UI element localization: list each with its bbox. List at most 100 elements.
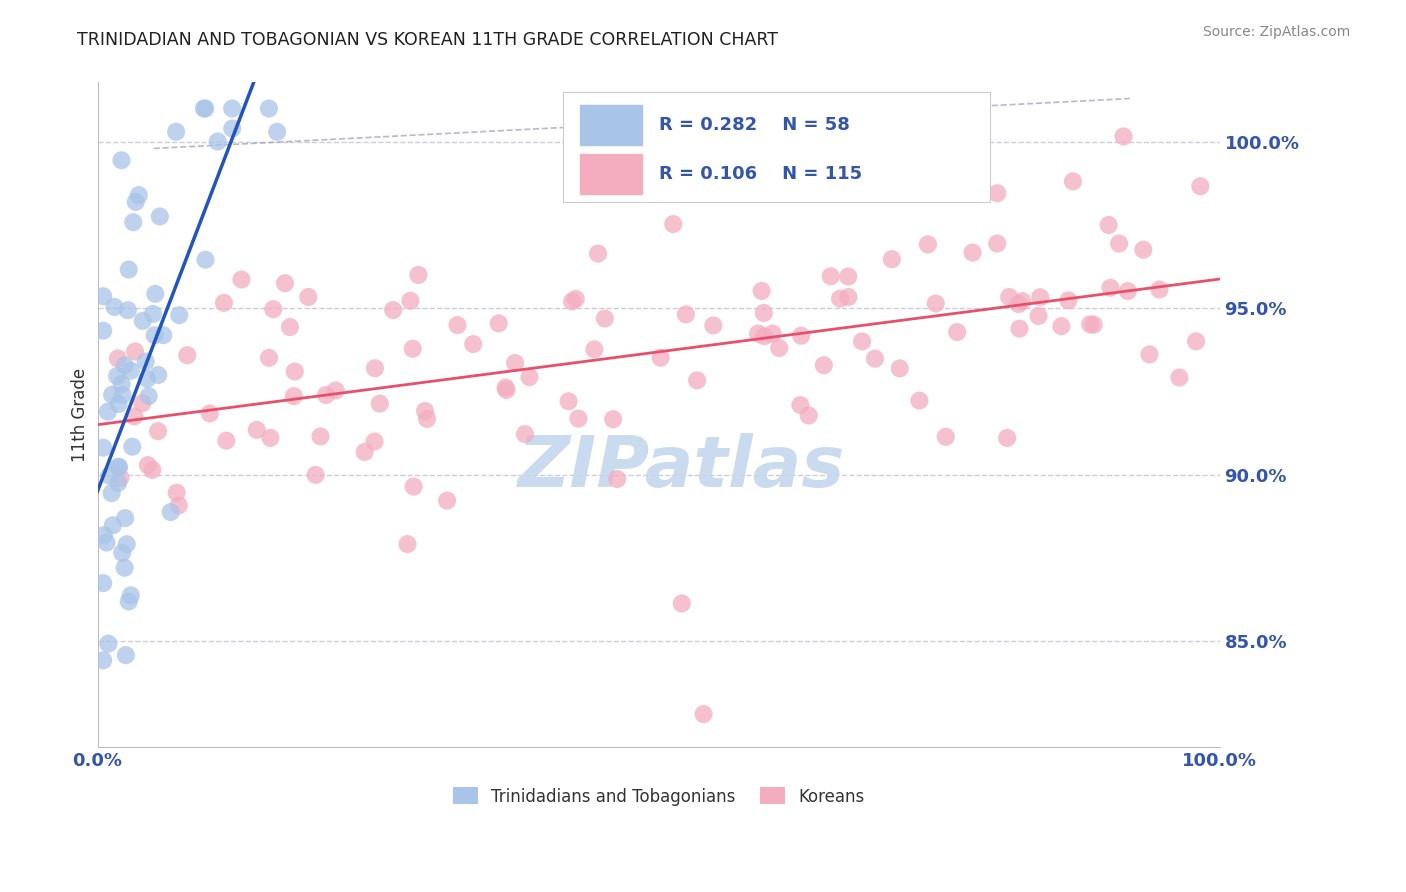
Point xyxy=(107,459,129,474)
Point xyxy=(221,121,243,136)
Point xyxy=(995,431,1018,445)
Point xyxy=(103,300,125,314)
Point xyxy=(167,308,190,322)
Point xyxy=(91,289,114,303)
Point xyxy=(446,318,468,333)
Point xyxy=(166,485,188,500)
Point xyxy=(110,153,132,168)
Point xyxy=(986,236,1008,251)
Text: Source: ZipAtlas.com: Source: ZipAtlas.com xyxy=(1202,25,1350,39)
Point xyxy=(962,245,984,260)
Point xyxy=(513,427,536,442)
Point xyxy=(561,294,583,309)
Point xyxy=(246,423,269,437)
Point xyxy=(363,434,385,449)
Point xyxy=(101,388,124,402)
Point xyxy=(97,405,120,419)
Point xyxy=(586,246,609,260)
Point xyxy=(141,463,163,477)
Point xyxy=(382,303,405,318)
Point xyxy=(278,320,301,334)
Point xyxy=(107,397,129,411)
Point xyxy=(93,528,115,542)
Point xyxy=(1029,290,1052,304)
Point xyxy=(754,329,776,343)
Point xyxy=(606,472,628,486)
Point xyxy=(122,215,145,229)
Point xyxy=(752,306,775,320)
Point xyxy=(274,277,297,291)
Point xyxy=(519,370,541,384)
Point xyxy=(813,358,835,372)
Point xyxy=(283,389,305,403)
Point xyxy=(135,354,157,368)
Point xyxy=(797,409,820,423)
Point xyxy=(889,361,911,376)
Point xyxy=(413,404,436,418)
Point xyxy=(1139,347,1161,361)
Point xyxy=(143,328,166,343)
Point xyxy=(262,302,284,317)
Point xyxy=(935,430,957,444)
Point xyxy=(364,361,387,376)
Point xyxy=(136,372,159,386)
Point xyxy=(789,398,811,412)
Point xyxy=(1028,309,1050,323)
Point xyxy=(408,268,430,282)
Point xyxy=(118,262,141,277)
Point xyxy=(399,293,422,308)
Point xyxy=(761,326,783,341)
Point xyxy=(111,546,134,560)
Point xyxy=(124,409,146,424)
Point xyxy=(1099,281,1122,295)
Point xyxy=(353,445,375,459)
Point xyxy=(1083,318,1105,332)
Point xyxy=(583,343,606,357)
Point xyxy=(1185,334,1208,349)
Point xyxy=(125,194,148,209)
Point xyxy=(118,594,141,608)
Point xyxy=(1112,129,1135,144)
Point xyxy=(671,597,693,611)
Point xyxy=(115,648,138,662)
Point xyxy=(593,311,616,326)
Point xyxy=(132,314,155,328)
Point xyxy=(97,637,120,651)
Point xyxy=(662,217,685,231)
Point xyxy=(828,292,851,306)
Point xyxy=(396,537,419,551)
Point xyxy=(908,393,931,408)
Point xyxy=(152,328,174,343)
Point xyxy=(193,102,215,116)
Point xyxy=(114,359,136,373)
FancyBboxPatch shape xyxy=(581,153,641,194)
Point xyxy=(650,351,672,365)
Point xyxy=(120,364,142,378)
Point xyxy=(167,499,190,513)
Point xyxy=(495,383,517,397)
Legend: Trinidadians and Tobagonians, Koreans: Trinidadians and Tobagonians, Koreans xyxy=(446,780,872,813)
Point xyxy=(111,388,134,402)
Point xyxy=(136,458,159,472)
Point xyxy=(107,476,129,491)
Point xyxy=(304,467,326,482)
Point xyxy=(194,252,217,267)
FancyBboxPatch shape xyxy=(564,92,990,202)
Point xyxy=(1098,218,1121,232)
Point xyxy=(402,480,425,494)
Point xyxy=(986,186,1008,201)
Point xyxy=(1116,284,1139,298)
Point xyxy=(702,318,724,333)
Point xyxy=(148,368,170,382)
Point xyxy=(114,511,136,525)
Point xyxy=(105,369,128,384)
Point xyxy=(790,328,813,343)
Text: TRINIDADIAN AND TOBAGONIAN VS KOREAN 11TH GRADE CORRELATION CHART: TRINIDADIAN AND TOBAGONIAN VS KOREAN 11T… xyxy=(77,31,779,49)
Point xyxy=(925,296,948,310)
Point xyxy=(463,337,485,351)
Point xyxy=(1062,174,1084,188)
Point xyxy=(231,272,253,286)
Point xyxy=(257,102,280,116)
Point xyxy=(131,396,153,410)
Point xyxy=(128,188,150,202)
